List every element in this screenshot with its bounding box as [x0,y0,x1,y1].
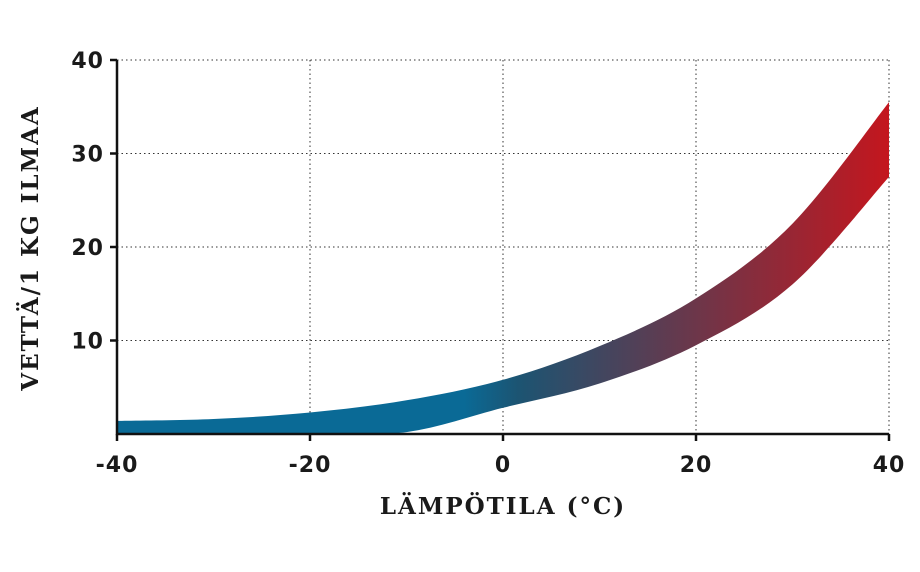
y-tick-label: 20 [71,236,104,261]
y-tick-labels: 10 20 30 40 [71,49,104,355]
x-tick-label: -40 [96,453,139,478]
y-tick-label: 40 [71,49,104,74]
grid [117,59,890,434]
x-axis-label: LÄMPÖTILA (°C) [380,492,626,520]
x-tick-label: 20 [680,453,713,478]
x-tick-labels: -40 -20 0 20 40 [96,453,906,478]
x-tick-label: 40 [873,453,906,478]
y-axis-label: VETTÄ/1 KG ILMAA [16,105,44,392]
x-tick-label: -20 [289,453,332,478]
axes [110,58,891,441]
y-tick-label: 30 [71,143,104,168]
x-tick-label: 0 [495,453,511,478]
y-tick-label: 10 [71,330,104,355]
